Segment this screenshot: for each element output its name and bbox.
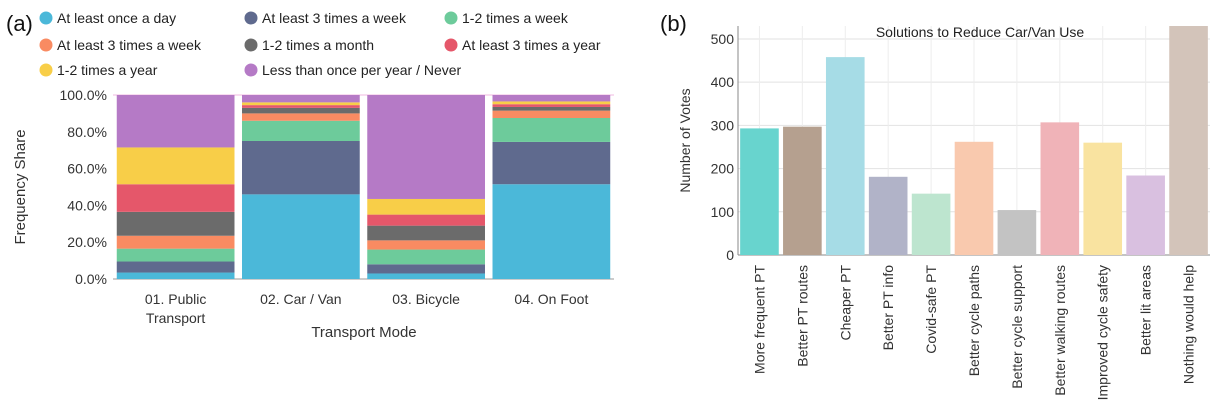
x-tick-label: Cheaper PT — [837, 265, 853, 341]
x-tick-label: 02. Car / Van — [260, 291, 341, 307]
bar-segment — [116, 272, 235, 279]
bar-segment — [242, 194, 360, 279]
bar — [783, 126, 822, 255]
y-tick-label: 0 — [726, 247, 734, 263]
bar-segment — [492, 106, 611, 111]
bar-segment — [492, 101, 611, 105]
x-tick-label: Improved cycle safety — [1095, 265, 1111, 400]
stacked-bar-chart-a: 0.0% 20.0% 40.0% 60.0% 80.0% 100.0% 01. Public… — [12, 10, 614, 341]
bar — [868, 176, 908, 255]
x-tick-label: Better walking routes — [1052, 265, 1068, 396]
bar-segment — [367, 249, 485, 265]
legend-label: At least once a day — [57, 10, 176, 26]
bar-segment — [116, 147, 235, 185]
x-tick-label: Better PT info — [880, 265, 896, 351]
bar-segment — [492, 95, 611, 102]
panel-label-b: (b) — [660, 11, 687, 36]
bar-segment — [492, 104, 611, 107]
bar — [1040, 122, 1080, 255]
y-tick-label: 500 — [711, 31, 735, 47]
y-tick-label: 100.0% — [60, 87, 107, 103]
bar-segment — [242, 105, 360, 108]
x-tick-label: Nothing would help — [1181, 265, 1197, 384]
legend-marker — [244, 63, 258, 77]
legend-label: 1-2 times a year — [57, 62, 158, 78]
bar-segment — [492, 118, 611, 142]
legend-marker — [444, 11, 458, 25]
x-tick-label: Better PT routes — [794, 265, 810, 367]
bar-segment — [492, 141, 611, 185]
y-tick-label: 100 — [711, 204, 735, 220]
bar-segment — [242, 141, 360, 195]
bar-segment — [116, 261, 235, 273]
bar — [1083, 142, 1123, 255]
x-tick-label: 03. Bicycle — [392, 291, 460, 307]
bar-segment — [367, 273, 485, 279]
legend-marker — [39, 11, 53, 25]
bar-chart-b: 0 100 200 300 400 500 More frequent PT Better P… — [677, 24, 1210, 400]
bar-segment — [116, 235, 235, 249]
bar — [911, 193, 951, 255]
x-tick-label: Covid-safe PT — [923, 265, 939, 354]
bar-segment — [116, 248, 235, 262]
legend-marker — [244, 11, 258, 25]
bar-segment — [242, 107, 360, 114]
bar-segment — [242, 113, 360, 121]
x-tick-label: Better cycle paths — [966, 265, 982, 376]
bar — [825, 57, 865, 255]
bar — [740, 128, 779, 255]
legend-marker — [444, 38, 458, 52]
legend-label: At least 3 times a year — [462, 37, 601, 53]
y-axis-title: Number of Votes — [677, 88, 693, 192]
bar-segment — [242, 120, 360, 141]
bar-segment — [367, 95, 485, 199]
bar-segment — [116, 211, 235, 236]
legend-label: At least 3 times a week — [262, 10, 407, 26]
y-tick-label: 40.0% — [67, 197, 107, 213]
x-tick-label: Transport — [146, 310, 206, 326]
y-tick-label: 20.0% — [67, 234, 107, 250]
legend-label: Less than once per year / Never — [262, 62, 462, 78]
chart-title: Solutions to Reduce Car/Van Use — [876, 24, 1085, 40]
legend-label: 1-2 times a week — [462, 10, 569, 26]
x-tick-label: Better lit areas — [1138, 265, 1154, 355]
y-tick-label: 0.0% — [75, 271, 107, 287]
legend-label: 1-2 times a month — [262, 37, 374, 53]
bar-segment — [242, 102, 360, 106]
legend-marker — [244, 38, 258, 52]
bar-segment — [242, 95, 360, 103]
x-axis-title: Transport Mode — [311, 324, 416, 341]
bar-segment — [492, 184, 611, 279]
bar-segment — [367, 214, 485, 226]
panel-label-a: (a) — [6, 11, 33, 36]
bar — [1169, 26, 1208, 255]
bar-segment — [367, 264, 485, 274]
y-tick-label: 300 — [711, 117, 735, 133]
x-tick-label: 04. On Foot — [514, 291, 588, 307]
x-tick-label: Better cycle support — [1009, 265, 1025, 389]
y-tick-label: 80.0% — [67, 124, 107, 140]
bar-segment — [492, 110, 611, 118]
bar — [954, 141, 994, 255]
legend-marker — [39, 38, 53, 52]
legend-marker — [39, 63, 53, 77]
y-tick-label: 200 — [711, 161, 735, 177]
bar-segment — [116, 184, 235, 212]
bar-segment — [367, 225, 485, 241]
bar-segment — [367, 198, 485, 215]
bar-segment — [367, 240, 485, 250]
x-tick-label: 01. Public — [145, 291, 206, 307]
bar — [997, 210, 1037, 255]
y-tick-label: 400 — [711, 74, 735, 90]
y-axis-title: Frequency Share — [12, 129, 29, 244]
y-tick-label: 60.0% — [67, 161, 107, 177]
x-tick-label: More frequent PT — [751, 265, 767, 374]
bar — [1126, 175, 1165, 255]
legend-label: At least 3 times a week — [57, 37, 202, 53]
bar-segment — [116, 95, 235, 148]
